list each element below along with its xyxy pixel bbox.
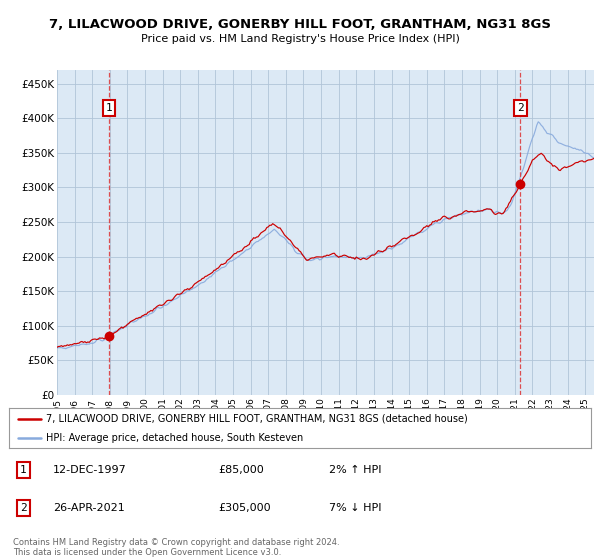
Text: 7, LILACWOOD DRIVE, GONERBY HILL FOOT, GRANTHAM, NG31 8GS: 7, LILACWOOD DRIVE, GONERBY HILL FOOT, G… <box>49 18 551 31</box>
Text: 7% ↓ HPI: 7% ↓ HPI <box>329 503 382 514</box>
Text: 2% ↑ HPI: 2% ↑ HPI <box>329 465 382 475</box>
Text: Price paid vs. HM Land Registry's House Price Index (HPI): Price paid vs. HM Land Registry's House … <box>140 34 460 44</box>
Text: £305,000: £305,000 <box>218 503 271 514</box>
Text: 1: 1 <box>106 103 112 113</box>
Text: Contains HM Land Registry data © Crown copyright and database right 2024.
This d: Contains HM Land Registry data © Crown c… <box>13 538 340 557</box>
Text: HPI: Average price, detached house, South Kesteven: HPI: Average price, detached house, Sout… <box>46 433 303 443</box>
Text: 12-DEC-1997: 12-DEC-1997 <box>53 465 127 475</box>
Text: 1: 1 <box>20 465 27 475</box>
Text: 26-APR-2021: 26-APR-2021 <box>53 503 124 514</box>
Text: 2: 2 <box>20 503 27 514</box>
Text: 7, LILACWOOD DRIVE, GONERBY HILL FOOT, GRANTHAM, NG31 8GS (detached house): 7, LILACWOOD DRIVE, GONERBY HILL FOOT, G… <box>46 414 467 423</box>
Text: 2: 2 <box>517 103 524 113</box>
Text: £85,000: £85,000 <box>218 465 264 475</box>
